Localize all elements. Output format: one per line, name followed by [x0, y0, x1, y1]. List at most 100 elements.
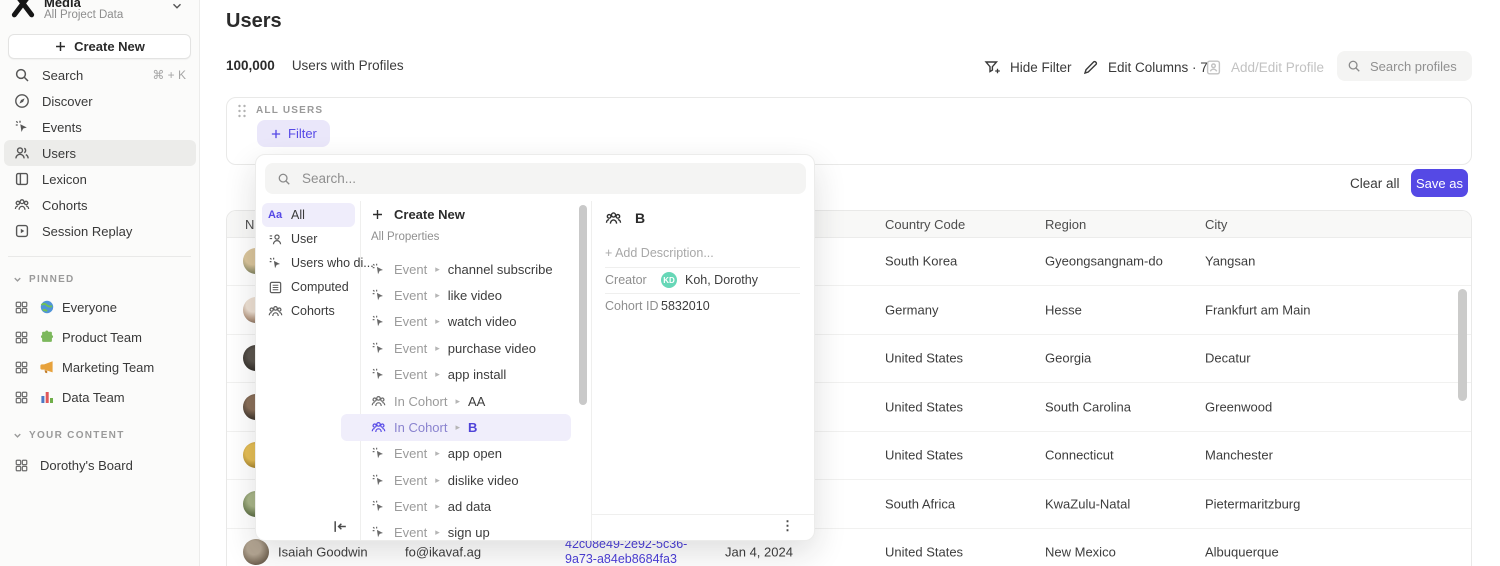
sidebar-item-lexicon[interactable]: Lexicon — [4, 166, 196, 192]
cohort-id-value: 5832010 — [661, 299, 710, 313]
dropdown-create-new-button[interactable]: Create New — [371, 201, 465, 227]
divider — [605, 267, 800, 268]
board-icon — [14, 300, 29, 315]
property-option-ad-data[interactable]: Event ▸ ad data — [360, 493, 579, 519]
chevron-down-icon — [12, 430, 23, 441]
avatar — [243, 539, 269, 565]
events-icon — [14, 119, 30, 135]
sidebar: Media All Project Data Create New Search… — [0, 0, 200, 566]
property-option-watch-video[interactable]: Event ▸ watch video — [360, 308, 579, 334]
sidebar-item-everyone[interactable]: Everyone — [4, 292, 196, 322]
board-icon — [14, 360, 29, 375]
property-option-in-cohort-b[interactable]: In Cohort ▸ B — [341, 414, 571, 441]
session-replay-icon — [14, 223, 30, 239]
property-option-like-video[interactable]: Event ▸ like video — [360, 282, 579, 308]
sidebar-item-users[interactable]: Users — [4, 140, 196, 166]
dropdown-search-box[interactable] — [265, 163, 806, 194]
filter-property-dropdown: Aa All User Users who di... Computed Coh… — [255, 154, 815, 541]
plus-icon — [270, 128, 282, 140]
table-row[interactable]: South Korea Gyeongsangnam-do Yangsan — [227, 237, 1471, 286]
creator-avatar: KD — [661, 272, 677, 288]
workspace-subtitle: All Project Data — [44, 9, 124, 21]
workspace-chevron-down-icon[interactable] — [170, 0, 184, 13]
sidebar-item-session-replay[interactable]: Session Replay — [4, 218, 196, 244]
search-profiles-input[interactable] — [1368, 57, 1462, 75]
category-tab-users-who-did[interactable]: Users who di... — [262, 251, 374, 275]
search-shortcut: ⌘ + K — [152, 68, 186, 82]
add-description-link[interactable]: + Add Description... — [605, 246, 714, 260]
save-as-button[interactable]: Save as — [1411, 169, 1468, 197]
event-icon — [371, 367, 386, 382]
sidebar-item-dorothys-board[interactable]: Dorothy's Board — [4, 450, 196, 480]
column-header-city[interactable]: City — [1205, 217, 1228, 232]
column-header-region[interactable]: Region — [1045, 217, 1087, 232]
tab-users-with-profiles[interactable]: Users with Profiles — [291, 58, 404, 73]
property-option-sign-up[interactable]: Event ▸ sign up — [360, 519, 579, 545]
property-option-channel-subscribe[interactable]: Event ▸ channel subscribe — [360, 256, 579, 282]
property-option-in-cohort-aa[interactable]: In Cohort ▸ AA — [360, 388, 579, 414]
sidebar-item-discover[interactable]: Discover — [4, 88, 196, 114]
cohort-preview-title: B — [605, 208, 645, 228]
table-row[interactable]: Germany Hesse Frankfurt am Main — [227, 286, 1471, 335]
event-icon — [371, 499, 386, 514]
sidebar-item-search[interactable]: Search ⌘ + K — [4, 62, 196, 88]
category-tab-computed[interactable]: Computed — [262, 275, 355, 299]
sidebar-item-data-team[interactable]: Data Team — [4, 382, 196, 412]
funnel-plus-icon — [984, 59, 1001, 76]
your-content-section-header[interactable]: YOUR CONTENT — [12, 430, 125, 441]
hide-filter-button[interactable]: Hide Filter — [984, 53, 1072, 81]
column-header-country-code[interactable]: Country Code — [885, 217, 966, 232]
collapse-panel-icon[interactable] — [332, 518, 349, 535]
drag-handle-icon[interactable] — [237, 104, 247, 118]
dropdown-search-input[interactable] — [300, 170, 794, 187]
add-filter-button[interactable]: Filter — [257, 120, 330, 147]
property-option-purchase-video[interactable]: Event ▸ purchase video — [360, 335, 579, 361]
pinned-section-header[interactable]: PINNED — [12, 274, 75, 285]
user-date: Jan 4, 2024 — [725, 544, 793, 560]
user-id-link[interactable]: 42c08e49-2e92-5c36- 9a73-a84eb8684fa3 — [565, 537, 688, 566]
category-tab-cohorts[interactable]: Cohorts — [262, 299, 355, 323]
board-icon — [14, 458, 29, 473]
event-icon — [371, 341, 386, 356]
property-option-app-install[interactable]: Event ▸ app install — [360, 361, 579, 387]
clear-all-button[interactable]: Clear all — [1350, 176, 1400, 191]
search-icon — [277, 172, 291, 186]
more-options-icon[interactable]: ⋮ — [781, 518, 794, 533]
workspace-logo-icon[interactable] — [10, 0, 36, 18]
search-icon — [1347, 59, 1361, 73]
event-icon — [371, 288, 386, 303]
sidebar-nav: Search ⌘ + K Discover Events Users Lexic… — [4, 62, 196, 244]
board-icon — [14, 330, 29, 345]
user-count: 100,000 — [226, 58, 275, 73]
users-icon — [14, 145, 30, 161]
sidebar-item-product-team[interactable]: Product Team — [4, 322, 196, 352]
bar-chart-icon — [40, 390, 54, 404]
add-edit-profile-button[interactable]: Add/Edit Profile — [1205, 53, 1324, 81]
dropdown-property-list: Create New All Properties Event ▸ channel … — [341, 201, 579, 540]
dropdown-scrollbar[interactable] — [579, 205, 587, 405]
divider — [605, 293, 800, 294]
property-option-app-open[interactable]: Event ▸ app open — [360, 440, 579, 466]
sidebar-item-marketing-team[interactable]: Marketing Team — [4, 352, 196, 382]
sidebar-item-events[interactable]: Events — [4, 114, 196, 140]
text-format-icon: Aa — [268, 209, 283, 221]
plus-icon — [54, 40, 67, 53]
user-name: Isaiah Goodwin — [278, 544, 368, 560]
profile-card-icon — [1205, 59, 1222, 76]
event-icon — [371, 314, 386, 329]
table-row[interactable]: South Africa KwaZulu-Natal Pietermaritzb… — [227, 480, 1471, 529]
sidebar-item-cohorts[interactable]: Cohorts — [4, 192, 196, 218]
page-title: Users — [226, 10, 282, 32]
workspace-name[interactable]: Media — [44, 0, 81, 10]
edit-columns-button[interactable]: Edit Columns · 7 — [1082, 53, 1208, 81]
search-profiles-box[interactable] — [1337, 51, 1472, 81]
category-tab-user[interactable]: User — [262, 227, 355, 251]
user-icon — [268, 232, 283, 247]
event-icon — [371, 525, 386, 540]
table-scrollbar[interactable] — [1458, 289, 1467, 401]
category-tab-all[interactable]: Aa All — [262, 203, 355, 227]
property-option-dislike-video[interactable]: Event ▸ dislike video — [360, 467, 579, 493]
create-new-button[interactable]: Create New — [8, 34, 191, 59]
chevron-down-icon — [12, 274, 23, 285]
event-icon — [371, 473, 386, 488]
